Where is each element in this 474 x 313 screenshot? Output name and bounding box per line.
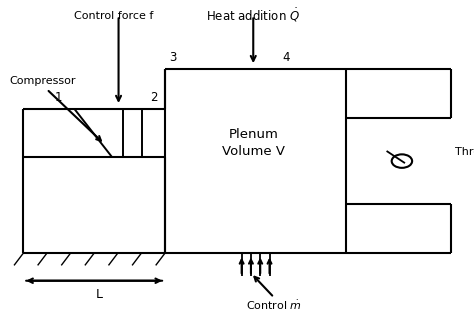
Text: 2: 2 [150, 91, 157, 104]
Text: 3: 3 [170, 51, 177, 64]
Text: Heat addition $\dot{Q}$: Heat addition $\dot{Q}$ [206, 6, 300, 24]
Text: Compressor: Compressor [9, 76, 76, 86]
Text: Throttle: Throttle [456, 147, 474, 157]
Text: Plenum
Volume V: Plenum Volume V [222, 128, 285, 158]
Text: L: L [95, 288, 102, 301]
Text: Control force f: Control force f [74, 11, 154, 21]
Text: Control $\dot{m}$: Control $\dot{m}$ [246, 299, 302, 312]
Text: 4: 4 [282, 51, 290, 64]
Text: 1: 1 [55, 91, 62, 104]
